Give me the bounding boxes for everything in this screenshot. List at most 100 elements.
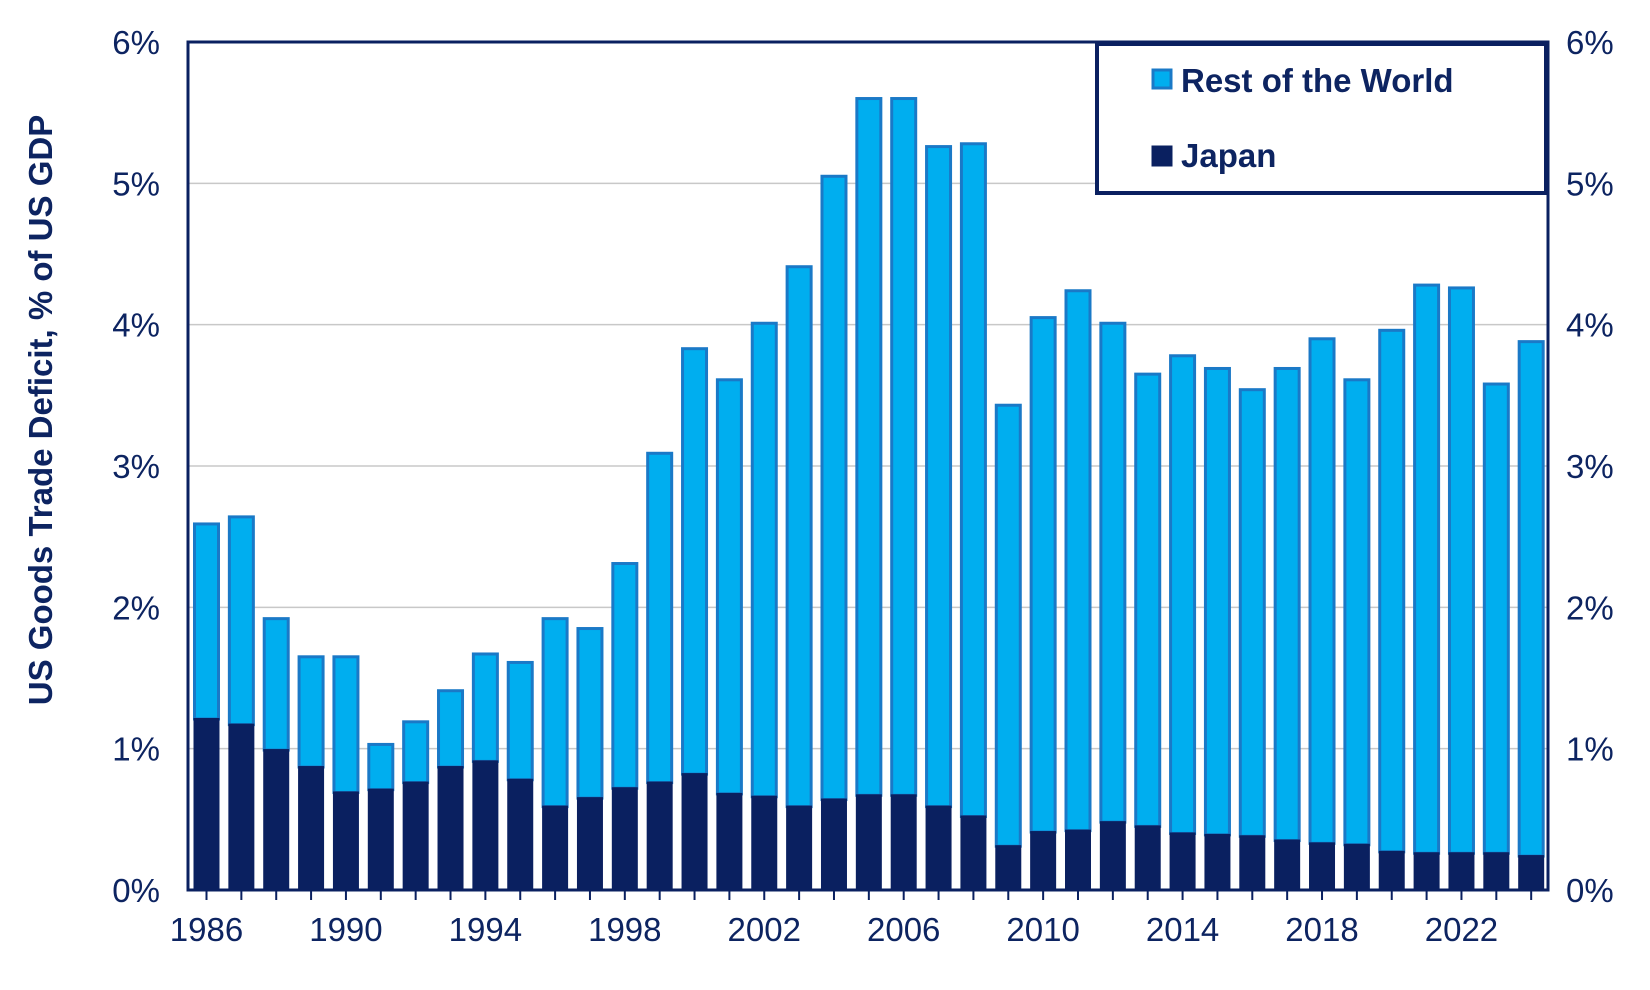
bar-japan xyxy=(402,781,429,891)
bar-rest-of-world xyxy=(297,655,325,769)
bar-japan xyxy=(367,788,394,891)
bar-rest-of-world xyxy=(646,451,674,785)
y-tick-label: 0% xyxy=(112,872,160,909)
bar-rest-of-world xyxy=(1169,354,1197,835)
legend-label-rest-of-world: Rest of the World xyxy=(1181,62,1454,99)
bar-rest-of-world xyxy=(471,652,499,763)
bar-japan xyxy=(1274,839,1301,891)
bar-japan xyxy=(576,797,603,892)
bar-japan xyxy=(437,766,464,891)
bar-rest-of-world xyxy=(785,265,813,809)
bar-rest-of-world xyxy=(1134,372,1162,828)
bar-rest-of-world xyxy=(994,403,1022,848)
bar-rest-of-world xyxy=(1238,388,1266,838)
bar-japan xyxy=(1204,833,1231,892)
bar-rest-of-world xyxy=(925,145,953,809)
bar-rest-of-world xyxy=(1029,316,1057,834)
x-tick-label: 2018 xyxy=(1285,911,1358,948)
x-axis: 1986 1990 1994 1998 2002 2006 2010 2014 2018 2022 xyxy=(170,890,1533,948)
legend-swatch-japan xyxy=(1151,145,1173,167)
bar-japan xyxy=(1099,821,1126,891)
bar-japan xyxy=(1134,825,1161,892)
bar-rest-of-world xyxy=(890,97,918,797)
bar-rest-of-world xyxy=(1517,340,1545,858)
bar-rest-of-world xyxy=(1413,283,1441,855)
bar-japan xyxy=(298,766,325,891)
bar-japan xyxy=(542,805,569,892)
bar-japan xyxy=(1343,843,1370,891)
x-tick-label: 2014 xyxy=(1146,911,1219,948)
bar-japan xyxy=(1518,855,1545,892)
y-tick-label-right: 5% xyxy=(1566,165,1614,202)
bar-rest-of-world xyxy=(715,378,743,796)
y-tick-label-right: 1% xyxy=(1566,731,1614,768)
y-tick-label: 5% xyxy=(112,165,160,202)
bar-rest-of-world xyxy=(1447,286,1475,855)
bar-japan xyxy=(995,845,1022,891)
y-tick-label-right: 2% xyxy=(1566,589,1614,626)
bar-rest-of-world xyxy=(541,617,569,809)
legend-label-japan: Japan xyxy=(1181,137,1276,174)
y-tick-label: 1% xyxy=(112,731,160,768)
x-tick-label: 1994 xyxy=(449,911,522,948)
x-tick-label: 1998 xyxy=(588,911,661,948)
y-tick-label-right: 0% xyxy=(1566,872,1614,909)
bar-rest-of-world xyxy=(402,720,430,785)
bar-rest-of-world xyxy=(1099,321,1127,824)
bar-rest-of-world xyxy=(1482,382,1510,855)
bar-japan xyxy=(820,798,847,892)
bar-rest-of-world xyxy=(262,617,290,752)
bar-rest-of-world xyxy=(1343,378,1371,847)
bar-rest-of-world xyxy=(227,515,255,727)
x-tick-label: 2022 xyxy=(1425,911,1498,948)
bar-rest-of-world xyxy=(506,660,534,782)
bar-japan xyxy=(960,815,987,891)
bar-japan xyxy=(507,778,534,892)
bar-japan xyxy=(1309,842,1336,891)
bar-rest-of-world xyxy=(1378,328,1406,854)
bar-japan xyxy=(716,792,743,891)
bar-japan xyxy=(611,787,638,891)
y-tick-label: 4% xyxy=(112,307,160,344)
bar-rest-of-world xyxy=(332,655,360,794)
bar-japan xyxy=(228,723,255,892)
bar-rest-of-world xyxy=(1308,337,1336,845)
bar-japan xyxy=(751,795,778,891)
bar-rest-of-world xyxy=(367,742,395,792)
x-tick-label: 1986 xyxy=(170,911,243,948)
left-axis: 0% 1% 2% 3% 4% 5% 6% xyxy=(112,24,160,909)
bar-rest-of-world xyxy=(437,689,465,769)
bar-japan xyxy=(1483,852,1510,892)
x-tick-label: 2010 xyxy=(1006,911,1079,948)
bar-japan xyxy=(890,794,917,891)
bar-rest-of-world xyxy=(855,97,883,797)
y-tick-label-right: 4% xyxy=(1566,307,1614,344)
bar-japan xyxy=(681,773,708,892)
y-tick-label: 3% xyxy=(112,448,160,485)
bar-japan xyxy=(855,794,882,891)
x-tick-label: 2002 xyxy=(728,911,801,948)
bar-japan xyxy=(1239,835,1266,891)
bar-japan xyxy=(1448,852,1475,892)
bar-japan xyxy=(786,805,813,892)
x-tick-label: 1990 xyxy=(309,911,382,948)
bar-japan xyxy=(1413,852,1440,892)
legend: Rest of the World Japan xyxy=(1095,42,1548,195)
bar-japan xyxy=(1378,850,1405,892)
bar-japan xyxy=(925,805,952,892)
bar-japan xyxy=(263,749,290,892)
bar-rest-of-world xyxy=(193,522,220,721)
y-tick-label: 2% xyxy=(112,589,160,626)
bar-japan xyxy=(472,760,499,891)
right-axis: 0% 1% 2% 3% 4% 5% 6% xyxy=(1566,24,1614,909)
y-axis-label: US Goods Trade Deficit, % of US GDP xyxy=(22,115,59,705)
bar-rest-of-world xyxy=(681,347,709,776)
bar-japan xyxy=(1065,829,1091,892)
y-tick-label: 6% xyxy=(112,24,160,61)
bar-rest-of-world xyxy=(1273,366,1301,843)
y-tick-label-right: 6% xyxy=(1566,24,1614,61)
bars xyxy=(193,97,1545,892)
legend-swatch-rest-of-world xyxy=(1151,68,1173,90)
y-tick-label-right: 3% xyxy=(1566,448,1614,485)
